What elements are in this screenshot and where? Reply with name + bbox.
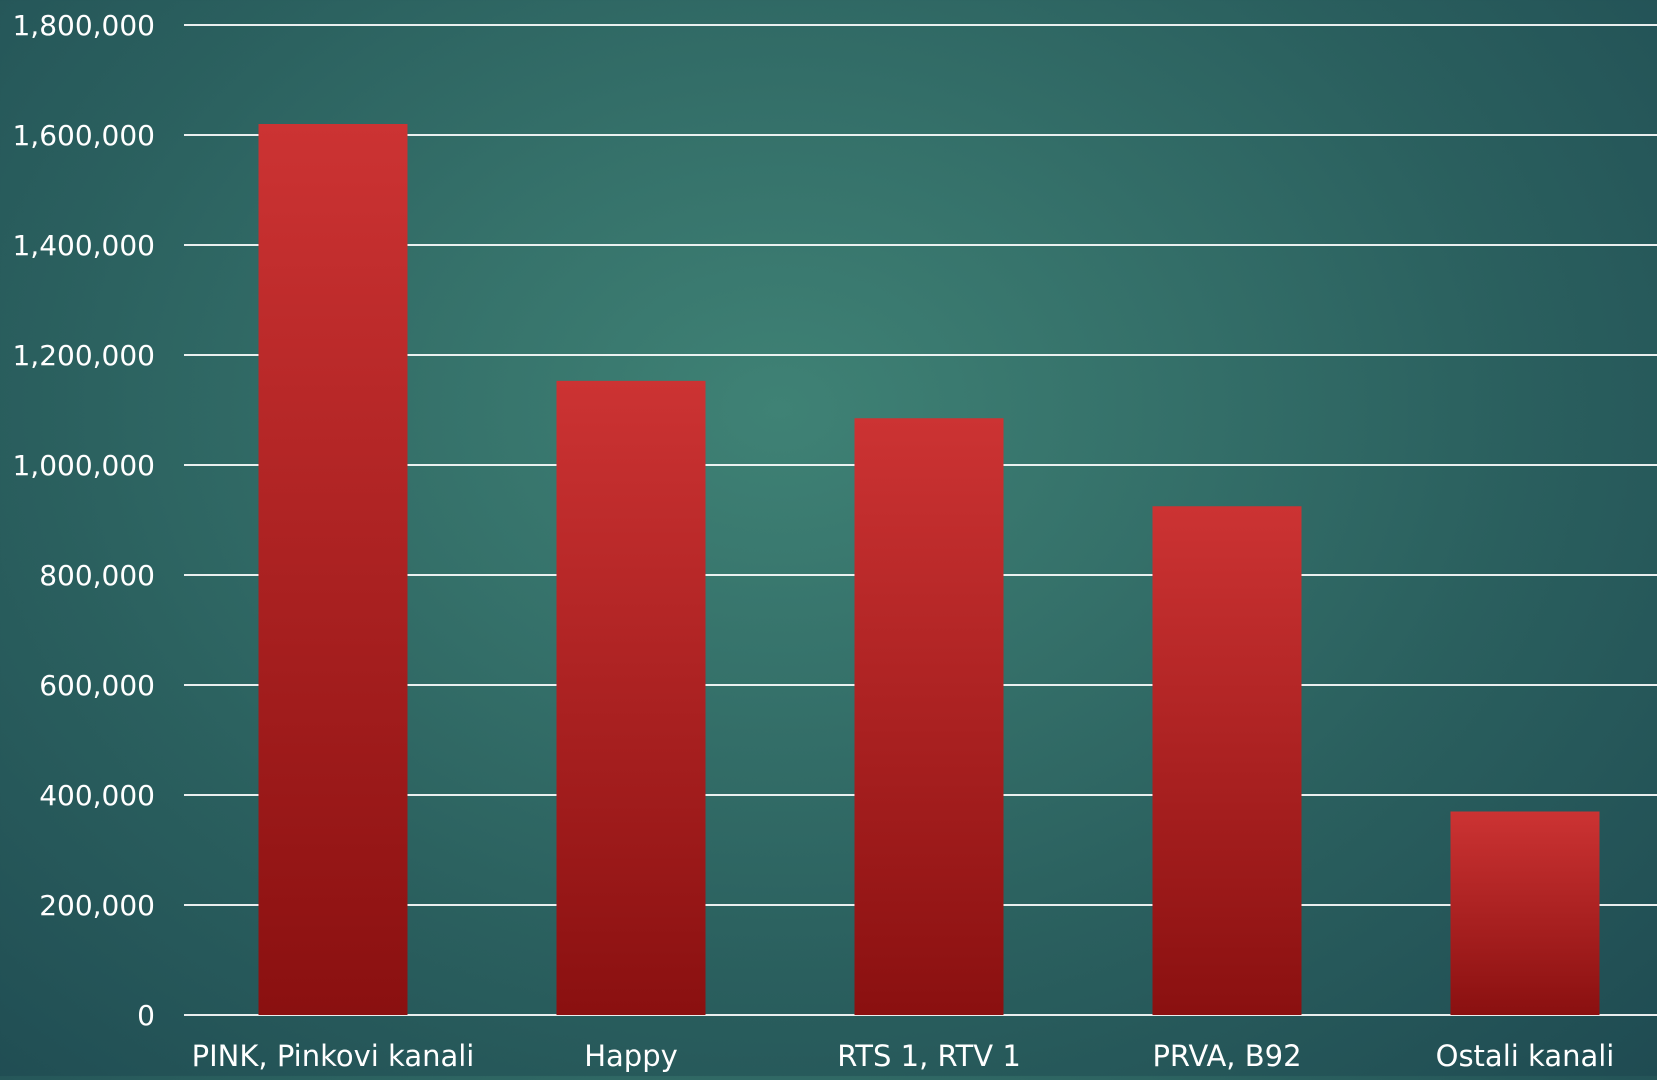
bar bbox=[854, 418, 1004, 1015]
y-tick-label: 200,000 bbox=[39, 889, 155, 922]
y-tick-label: 1,800,000 bbox=[12, 9, 155, 42]
bar bbox=[258, 124, 408, 1015]
y-tick-label: 0 bbox=[137, 999, 155, 1032]
y-axis-tick-labels: 0 200,000 400,000 600,000 800,000 1,000,000 1,… bbox=[12, 9, 155, 1032]
x-axis-tick-labels: PINK, Pinkovi kanali Happy RTS 1, RTV 1 PRV… bbox=[192, 1039, 1615, 1073]
bar bbox=[556, 380, 706, 1016]
y-tick-label: 1,200,000 bbox=[12, 339, 155, 372]
bar bbox=[1152, 506, 1302, 1015]
y-tick-label: 1,000,000 bbox=[12, 449, 155, 482]
bar bbox=[1450, 811, 1600, 1015]
x-tick-label: Happy bbox=[584, 1039, 678, 1073]
x-tick-label: PRVA, B92 bbox=[1152, 1039, 1301, 1073]
y-tick-label: 600,000 bbox=[39, 669, 155, 702]
x-tick-label: Ostali kanali bbox=[1436, 1039, 1615, 1073]
bars bbox=[258, 124, 1600, 1016]
x-tick-label: PINK, Pinkovi kanali bbox=[192, 1039, 475, 1073]
y-tick-label: 400,000 bbox=[39, 779, 155, 812]
y-tick-label: 1,600,000 bbox=[12, 119, 155, 152]
y-tick-label: 800,000 bbox=[39, 559, 155, 592]
y-tick-label: 1,400,000 bbox=[12, 229, 155, 262]
x-tick-label: RTS 1, RTV 1 bbox=[837, 1039, 1021, 1073]
